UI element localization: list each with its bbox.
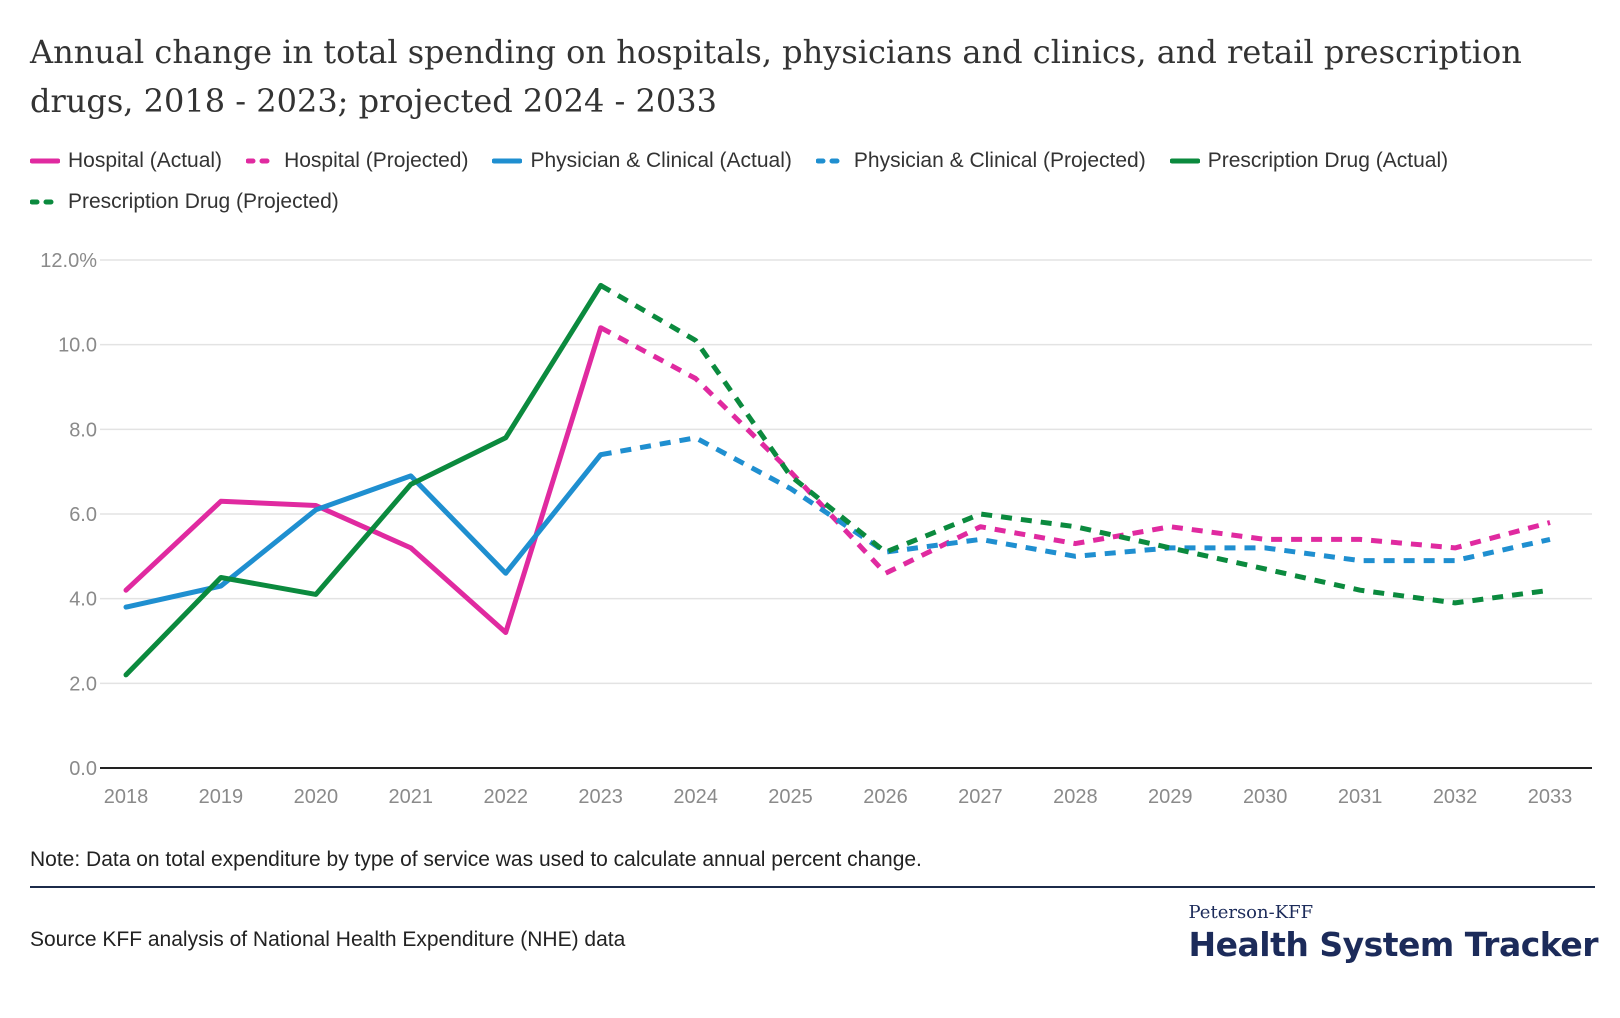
x-tick-label: 2030 — [1243, 786, 1288, 808]
legend-label: Hospital (Projected) — [284, 148, 469, 172]
legend-item[interactable]: Hospital (Actual) — [30, 147, 222, 174]
series-line — [123, 282, 604, 678]
series-line — [123, 325, 604, 635]
legend-label: Physician & Clinical (Projected) — [853, 148, 1146, 172]
x-tick-label: 2025 — [768, 786, 813, 808]
x-tick-label: 2028 — [1053, 786, 1098, 808]
legend-label: Prescription Drug (Projected) — [68, 189, 339, 213]
series-line — [600, 435, 1551, 564]
legend-swatch — [30, 199, 60, 204]
y-tick-label: 6.0 — [69, 504, 97, 526]
brand-main-text: Health System Tracker — [1188, 925, 1599, 964]
x-tick-label: 2032 — [1433, 786, 1478, 808]
legend-item[interactable]: Prescription Drug (Projected) — [30, 188, 339, 215]
x-tick-label: 2023 — [578, 786, 623, 808]
legend-swatch — [30, 158, 60, 163]
chart-title: Annual change in total spending on hospi… — [30, 33, 1522, 120]
brand-top-text: Peterson-KFF — [1188, 902, 1314, 923]
y-tick-label: 4.0 — [69, 589, 97, 611]
legend-label: Prescription Drug (Actual) — [1207, 148, 1449, 172]
series-line — [123, 452, 604, 610]
series-line — [599, 325, 1551, 576]
y-tick-label: 12.0% — [40, 250, 97, 272]
legend-swatch — [246, 158, 277, 163]
x-tick-label: 2031 — [1338, 786, 1383, 808]
y-tick-label: 8.0 — [69, 419, 97, 441]
x-tick-label: 2026 — [863, 786, 908, 808]
y-tick-label: 10.0 — [58, 335, 97, 357]
x-tick-label: 2024 — [673, 786, 718, 808]
x-tick-label: 2019 — [199, 786, 244, 808]
y-tick-label: 2.0 — [69, 673, 97, 695]
x-tick-label: 2027 — [958, 786, 1003, 808]
legend: Hospital (Actual) Hospital (Projected) Phy… — [30, 147, 1590, 215]
x-tick-label: 2033 — [1528, 786, 1573, 808]
x-tick-label: 2022 — [483, 786, 528, 808]
legend-item[interactable]: Hospital (Projected) — [246, 147, 468, 174]
legend-item[interactable]: Prescription Drug (Actual) — [1169, 147, 1449, 174]
divider — [30, 886, 1595, 888]
line-chart: 0.0 2.0 4.0 6.0 8.0 10.0 12.0% 2018 2019 2020 2021… — [40, 250, 1592, 808]
x-tick-label: 2021 — [389, 786, 434, 808]
brand-logo[interactable]: Peterson-KFF Health System Tracker — [1189, 902, 1599, 964]
x-tick-label: 2018 — [104, 786, 149, 808]
x-tick-label: 2029 — [1148, 786, 1193, 808]
legend-swatch — [492, 158, 523, 163]
legend-item[interactable]: Physician & Clinical (Projected) — [815, 147, 1146, 174]
y-tick-label: 0.0 — [69, 758, 97, 780]
legend-item[interactable]: Physician & Clinical (Actual) — [492, 147, 792, 174]
chart-note: Note: Data on total expenditure by type … — [30, 848, 922, 871]
chart-source: Source KFF analysis of National Health E… — [30, 928, 626, 951]
legend-swatch — [815, 158, 846, 163]
x-tick-label: 2020 — [294, 786, 339, 808]
legend-label: Physician & Clinical (Actual) — [530, 148, 792, 172]
legend-label: Hospital (Actual) — [68, 148, 223, 172]
legend-swatch — [1169, 158, 1200, 163]
